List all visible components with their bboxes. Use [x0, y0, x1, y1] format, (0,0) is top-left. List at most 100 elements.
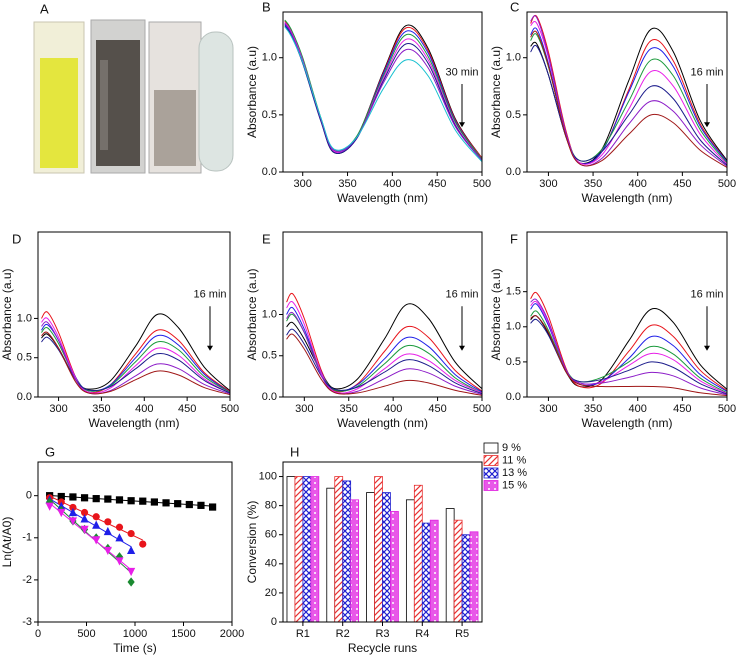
- data-point: [57, 501, 66, 510]
- data-point: [127, 497, 135, 505]
- data-point: [197, 501, 205, 509]
- y-axis-title: Absorbance (a.u): [0, 268, 14, 360]
- data-point: [115, 523, 124, 531]
- bar: [286, 476, 296, 623]
- spectrum-line: [41, 317, 231, 394]
- spectrum-line: [286, 301, 483, 394]
- spectrum-line: [41, 331, 231, 396]
- plot-frame: [282, 231, 483, 398]
- data-point: [92, 536, 101, 545]
- reflection: [100, 60, 108, 150]
- y-tick-label: 1.0: [17, 312, 32, 324]
- y-axis-title: Ln(At/A0): [0, 517, 14, 568]
- y-tick-label: 0.5: [262, 350, 277, 362]
- yellow-solution: [40, 58, 78, 168]
- clear-solution: [154, 90, 196, 166]
- bar: [366, 492, 375, 623]
- x-tick-label: 450: [673, 403, 691, 415]
- legend-label: 13 %: [502, 467, 527, 479]
- plot-frame: [526, 231, 728, 398]
- spectrum-line: [41, 327, 231, 393]
- spectrum-line: [530, 315, 728, 397]
- x-tick-label: R5: [455, 628, 469, 640]
- bar: [342, 480, 352, 623]
- magnet-pill: [198, 31, 234, 172]
- bar: [445, 508, 455, 623]
- x-tick-label: 500: [77, 628, 95, 640]
- spectrum-line: [286, 333, 483, 396]
- spectrum-line: [284, 25, 483, 161]
- bar: [302, 476, 312, 623]
- x-axis-title: Time (s): [113, 641, 157, 655]
- legend-swatch: [483, 467, 499, 479]
- data-point: [80, 508, 89, 517]
- photo-panel: A: [33, 1, 234, 174]
- data-point: [185, 500, 193, 509]
- chart-panel: C 0.0 0.5 1.0 300 350 400 450 500 Wavelength (nm)…: [489, 0, 736, 205]
- bar: [334, 476, 344, 623]
- plot-frame: [37, 231, 231, 398]
- x-axis-title: Wavelength (nm): [337, 191, 428, 205]
- bar: [326, 487, 336, 623]
- spectrum-line: [530, 318, 728, 395]
- x-tick-label: R2: [336, 628, 350, 640]
- x-axis-title: Wavelength (nm): [582, 191, 673, 205]
- x-tick-label: 350: [584, 403, 602, 415]
- plot-frame: [37, 461, 233, 623]
- data-point: [68, 517, 78, 526]
- legend-swatch: [483, 480, 499, 491]
- y-tick-label: 0.5: [17, 352, 32, 364]
- y-tick-label: 1.0: [506, 52, 521, 64]
- spectrum-line: [286, 303, 483, 390]
- annotation: 16 min: [690, 289, 723, 301]
- panel-label: B: [262, 0, 271, 14]
- data-point: [150, 498, 158, 506]
- bar: [421, 522, 431, 623]
- spectrum-line: [530, 15, 728, 167]
- spectrum-line: [530, 298, 728, 396]
- x-tick-label: 500: [718, 178, 736, 190]
- spectrum-line: [284, 19, 483, 160]
- y-tick-label: 20: [265, 587, 277, 599]
- bar: [390, 511, 399, 623]
- arrow-head: [704, 345, 710, 351]
- data-point: [209, 503, 217, 511]
- x-tick-label: 350: [340, 403, 358, 415]
- plot-frame: [282, 11, 483, 173]
- data-point: [103, 526, 112, 536]
- panel-label: C: [510, 0, 519, 14]
- y-tick-label: 0.0: [262, 391, 277, 403]
- panel-label: F: [510, 231, 518, 246]
- data-point: [92, 495, 100, 503]
- y-axis-title: Conversion (%): [245, 501, 259, 584]
- bar: [469, 531, 479, 623]
- x-axis-title: Wavelength (nm): [337, 416, 428, 430]
- x-tick-label: 400: [629, 403, 647, 415]
- arrow-head: [207, 345, 213, 351]
- x-tick-label: 450: [178, 403, 196, 415]
- data-point: [69, 503, 77, 512]
- x-tick-label: 350: [584, 178, 602, 190]
- arrow-head: [459, 345, 465, 351]
- x-tick-label: 300: [295, 403, 313, 415]
- data-point: [127, 529, 135, 538]
- chart-panel: H 0 20 40 60 80 100 Recycle runs Conversion (%) R…: [245, 442, 527, 655]
- data-point: [127, 545, 136, 555]
- bar: [429, 519, 439, 623]
- spectrum-line: [284, 20, 483, 159]
- spectrum-line: [530, 20, 728, 165]
- spectrum-line: [286, 328, 483, 395]
- y-tick-label: 1.5: [506, 286, 521, 298]
- spectrum-line: [530, 27, 728, 164]
- chart-panel: B 0.0 0.5 1.0 300 350 400 450 500 Wavelength (nm)…: [245, 0, 491, 205]
- data-point: [69, 493, 77, 501]
- spectrum-line: [530, 30, 728, 168]
- data-point: [115, 533, 124, 542]
- legend-label: 11 %: [502, 454, 526, 466]
- chart-panel: G -3 -2 -1 0 0 500 1000 1500 2000 Time (s) Ln(At/A0…: [0, 444, 244, 655]
- spectrum-line: [286, 306, 483, 393]
- spectrum-line: [286, 292, 483, 393]
- x-tick-label: R3: [375, 628, 389, 640]
- x-tick-label: 300: [294, 178, 312, 190]
- data-point: [80, 494, 89, 502]
